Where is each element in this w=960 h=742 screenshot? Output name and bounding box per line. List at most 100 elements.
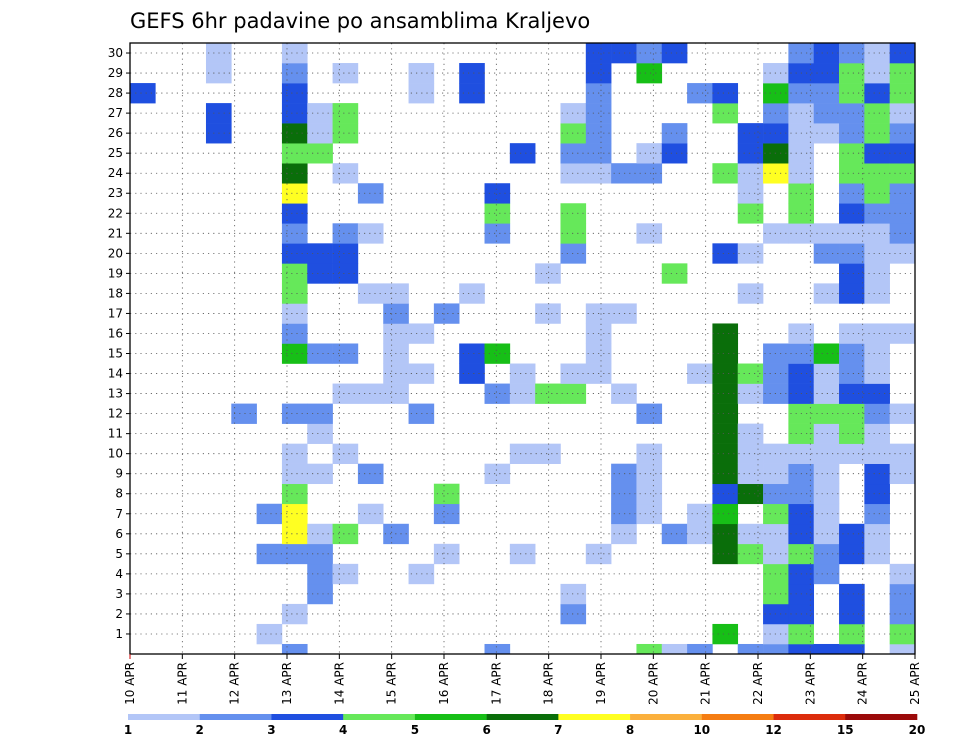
legend-swatch xyxy=(773,714,846,720)
heatmap-cell xyxy=(737,183,764,204)
heatmap-cell xyxy=(281,543,308,565)
heatmap-cell xyxy=(509,143,536,164)
y-tick-label: 9 xyxy=(115,467,123,481)
heatmap-cell xyxy=(712,503,739,525)
y-tick-label: 12 xyxy=(108,407,123,421)
heatmap-cell xyxy=(712,243,739,264)
heatmap-cell xyxy=(560,603,587,625)
heatmap-cell xyxy=(813,463,840,485)
heatmap-cell xyxy=(864,363,890,384)
heatmap-cell xyxy=(864,343,890,364)
heatmap-cell xyxy=(788,643,815,655)
heatmap-cell xyxy=(281,43,308,64)
heatmap-cell xyxy=(864,523,890,545)
heatmap-cell xyxy=(839,643,865,655)
heatmap-cell xyxy=(737,423,764,444)
heatmap-cell xyxy=(332,63,359,84)
heatmap-cell xyxy=(864,103,890,124)
heatmap-cell xyxy=(332,243,359,264)
heatmap-cell xyxy=(839,43,865,64)
heatmap-cell xyxy=(281,103,308,124)
heatmap-cell xyxy=(712,343,739,364)
legend-label: 12 xyxy=(765,723,782,737)
x-tick-label: 13 APR xyxy=(280,662,294,705)
heatmap-cell xyxy=(307,463,333,485)
heatmap-cell xyxy=(484,183,511,204)
heatmap-cell xyxy=(611,163,637,184)
heatmap-cell xyxy=(130,83,156,104)
heatmap-cell xyxy=(307,263,333,284)
heatmap-cell xyxy=(332,343,359,364)
heatmap-cell xyxy=(737,283,764,304)
y-tick-label: 19 xyxy=(108,266,123,280)
legend-swatch xyxy=(845,714,918,720)
heatmap-cell xyxy=(712,83,739,104)
heatmap-cell xyxy=(864,463,890,485)
heatmap-cell xyxy=(839,83,865,104)
y-tick-label: 10 xyxy=(108,447,123,461)
heatmap-cell xyxy=(712,463,739,485)
x-tick-label: 21 APR xyxy=(699,662,713,705)
heatmap-cell xyxy=(281,203,308,224)
heatmap-cell xyxy=(281,183,308,204)
heatmap-cell xyxy=(484,383,511,404)
heatmap-cell xyxy=(839,523,865,545)
heatmap-cell xyxy=(839,143,865,164)
heatmap-cell xyxy=(889,443,916,464)
y-tick-label: 1 xyxy=(115,627,123,641)
heatmap-cell xyxy=(889,463,916,485)
grid-lines xyxy=(130,43,915,654)
heatmap-cell xyxy=(839,403,865,424)
heatmap-cell xyxy=(281,83,308,104)
heatmap-cell xyxy=(560,203,587,224)
heatmap-cell xyxy=(889,243,916,264)
heatmap-cell xyxy=(256,623,283,645)
heatmap-cell xyxy=(813,483,840,505)
heatmap-cell xyxy=(712,323,739,344)
heatmap-cell xyxy=(256,543,283,565)
heatmap-cell xyxy=(560,583,587,605)
heatmap-cell xyxy=(357,503,384,525)
heatmap-cell xyxy=(737,523,764,545)
heatmap-cell xyxy=(535,443,561,464)
x-tick-label: 25 APR xyxy=(908,662,922,705)
heatmap-cell xyxy=(839,363,865,384)
heatmap-cell xyxy=(712,363,739,384)
heatmap-cell xyxy=(839,263,865,284)
heatmap-cell xyxy=(256,503,283,525)
heatmap-cell xyxy=(611,303,637,324)
x-tick-label: 24 APR xyxy=(856,662,870,705)
heatmap-cell xyxy=(307,523,333,545)
heatmap-cell xyxy=(484,643,511,655)
x-tick-label: 14 APR xyxy=(332,662,346,705)
y-tick-label: 13 xyxy=(108,387,123,401)
legend-label: 2 xyxy=(196,723,204,737)
heatmap-cell xyxy=(484,343,511,364)
heatmap-cell xyxy=(839,423,865,444)
heatmap-cell xyxy=(813,223,840,244)
heatmap-cell xyxy=(433,483,460,505)
heatmap-cell xyxy=(813,243,840,264)
heatmap-cell xyxy=(307,143,333,164)
legend-swatch xyxy=(271,714,344,720)
heatmap-cell xyxy=(560,123,587,144)
heatmap-cell xyxy=(636,163,663,184)
heatmap-cell xyxy=(864,63,890,84)
legend-swatch xyxy=(558,714,631,720)
heatmap-cell xyxy=(661,43,688,64)
heatmap-cell xyxy=(889,123,916,144)
heatmap-cell xyxy=(889,43,916,64)
heatmap-cell xyxy=(712,523,739,545)
heatmap-cell xyxy=(307,563,333,585)
y-tick-label: 30 xyxy=(108,46,123,60)
heatmap-cell xyxy=(889,143,916,164)
heatmap-cell xyxy=(560,243,587,264)
y-tick-label: 17 xyxy=(108,306,123,320)
heatmap-cell xyxy=(889,63,916,84)
heatmap-cell xyxy=(813,643,840,655)
legend-label: 4 xyxy=(339,723,347,737)
heatmap-cell xyxy=(661,523,688,545)
heatmap-cell xyxy=(611,43,637,64)
heatmap-cell xyxy=(763,643,789,655)
heatmap-cell xyxy=(839,283,865,304)
